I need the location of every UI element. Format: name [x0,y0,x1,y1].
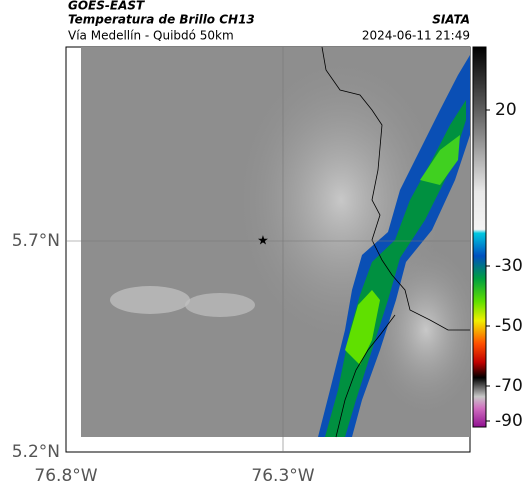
lat-label: 5.7°N [12,231,60,251]
colorbar-tick-label: -70 [495,376,523,396]
datetime: 2024-06-11 21:49 [362,29,470,43]
lon-label: 76.8°W [34,466,97,486]
city-marker: ★ [257,234,269,249]
title: GOES-EAST [68,0,145,13]
colorbar-ticks: 20 -30 -50 -70 -90 [486,100,523,431]
lat-label: 5.2°N [12,442,60,462]
colorbar-tick-label: -30 [495,256,523,276]
colorbar [472,46,487,428]
cold-cloud-core [420,135,460,185]
cold-cloud-core [345,290,380,365]
imagery [81,47,480,437]
source: SIATA [432,13,470,27]
subtitle: Temperatura de Brillo CH13 [68,13,255,27]
colorbar-tick-label: -50 [495,316,523,336]
warm-area [110,286,190,314]
colorbar-tick-label: -90 [495,411,523,431]
colorbar-tick-label: 20 [495,100,517,120]
coastline [321,46,470,438]
warm-area [185,293,255,317]
route: Vía Medellín - Quibdó 50km [68,29,234,43]
lon-label: 76.3°W [251,466,314,486]
